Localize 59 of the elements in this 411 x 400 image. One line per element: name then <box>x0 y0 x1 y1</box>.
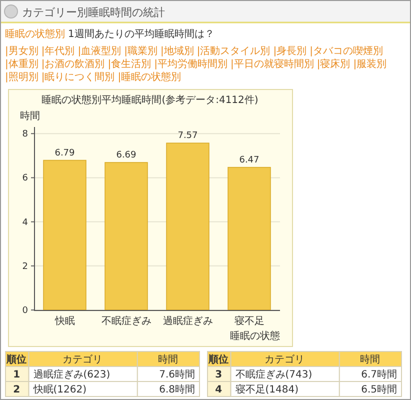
text: |身長別 <box>273 45 307 57</box>
text: 時間 <box>360 354 380 366</box>
x-tick-label: 快眠 <box>54 315 75 327</box>
text: 順位 <box>6 354 27 366</box>
text: 2 <box>13 384 20 396</box>
text: カテゴリ <box>264 354 305 366</box>
text: |血液型別 <box>78 45 122 57</box>
text: 6.7時間 <box>361 368 397 380</box>
text: 3 <box>215 370 222 380</box>
text: |タバコの喫煙別 <box>310 45 383 57</box>
y-tick-label: 6 <box>22 174 28 184</box>
text: |平均労働時間別 <box>154 58 228 70</box>
text: 不眠症ぎみ(743) <box>235 368 312 380</box>
text: 1週間あたりの平均睡眠時間は？ <box>68 28 214 40</box>
bar <box>228 166 271 310</box>
x-tick-label: 過眠症ぎみ <box>162 315 213 327</box>
text: |活動スタイル別 <box>196 45 270 57</box>
text: |職業別 <box>124 45 158 57</box>
text: |お酒の飲酒別 <box>41 58 105 70</box>
text: |地域別 <box>160 45 194 57</box>
text: 7.6時間 <box>159 368 195 380</box>
text: 過眠症ぎみ(623) <box>33 368 110 380</box>
y-tick-label: 4 <box>22 218 28 228</box>
text: |睡眠の状態別 <box>118 71 182 83</box>
text: カテゴリ <box>62 354 103 366</box>
text: 時間 <box>158 354 178 366</box>
text: 順位 <box>208 354 229 366</box>
text: |平日の就寝時間別 <box>230 58 314 70</box>
bar <box>166 142 210 310</box>
text: |食生活別 <box>108 58 152 70</box>
y-tick-label: 2 <box>22 262 28 272</box>
data-label: 6.47 <box>239 155 260 166</box>
x-axis-title: 睡眠の状態 <box>230 330 280 342</box>
text: 快眠(1262) <box>32 384 87 396</box>
text: |男女別 <box>5 45 38 57</box>
chart-title: 睡眠の状態別平均睡眠時間(参考データ:4112件) <box>42 94 258 106</box>
text: 6.8時間 <box>159 384 195 396</box>
text: 4 <box>215 384 222 396</box>
text: カテゴリー別睡眠時間の統計 <box>22 6 165 19</box>
text: |照明別 <box>5 72 38 83</box>
x-tick-label: 不眠症ぎみ <box>101 315 152 327</box>
bar <box>104 162 148 310</box>
text: |年代別 <box>41 45 75 57</box>
text: |眠りにつく間別 <box>41 72 115 83</box>
text: 寝不足(1484) <box>235 384 299 396</box>
data-label: 7.57 <box>178 131 198 142</box>
y-tick-label: 0 <box>22 306 28 316</box>
x-tick-label: 寝不足 <box>234 315 264 327</box>
text: |服装別 <box>353 58 387 70</box>
y-axis-title: 時間 <box>20 110 40 122</box>
bar <box>43 160 86 310</box>
text: 睡眠の状態別 <box>5 28 65 40</box>
data-label: 6.79 <box>54 148 76 158</box>
text: |体重別 <box>5 58 38 70</box>
data-label: 6.69 <box>116 150 137 160</box>
text: |寝床別 <box>316 58 350 70</box>
y-tick-label: 8 <box>22 130 28 140</box>
text: 6.5時間 <box>361 384 397 396</box>
text: 1 <box>13 370 20 380</box>
